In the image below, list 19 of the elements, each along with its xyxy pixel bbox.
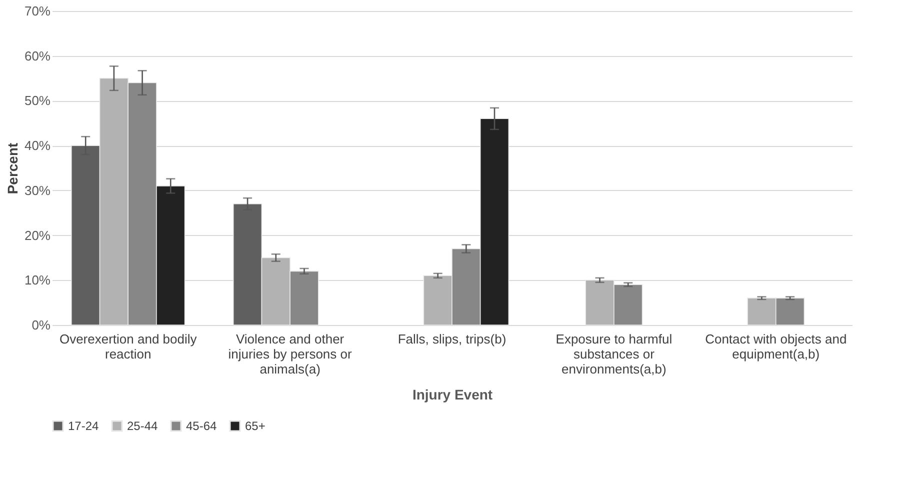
y-tick-label: 60%	[24, 48, 51, 64]
legend-label: 45-64	[186, 419, 218, 433]
y-tick-label: 30%	[24, 182, 51, 198]
legend-label: 65+	[245, 419, 266, 433]
y-tick-label: 50%	[24, 93, 51, 108]
legend-label: 25-44	[127, 419, 158, 433]
y-axis-title: Percent	[4, 142, 20, 194]
x-tick-label: Violence and other injuries by persons or animals(a)	[228, 332, 353, 376]
y-tick-label: 0%	[32, 318, 51, 332]
y-tick-label: 70%	[24, 4, 51, 18]
x-tick-label: Overexertion and bodily reaction	[59, 332, 198, 362]
legend-label: 17-24	[68, 419, 100, 433]
x-tick-label: Exposure to harmful substances or environments(a,b)	[556, 332, 672, 376]
x-tick-label: Falls, slips, trips(b)	[398, 332, 506, 346]
y-tick-label: 40%	[24, 138, 51, 154]
y-tick-label: 10%	[24, 272, 51, 288]
x-tick-label: Contact with objects and equipment(a,b)	[705, 332, 847, 362]
y-tick-label: 20%	[24, 228, 51, 243]
x-axis-title: Injury Event	[412, 386, 493, 402]
